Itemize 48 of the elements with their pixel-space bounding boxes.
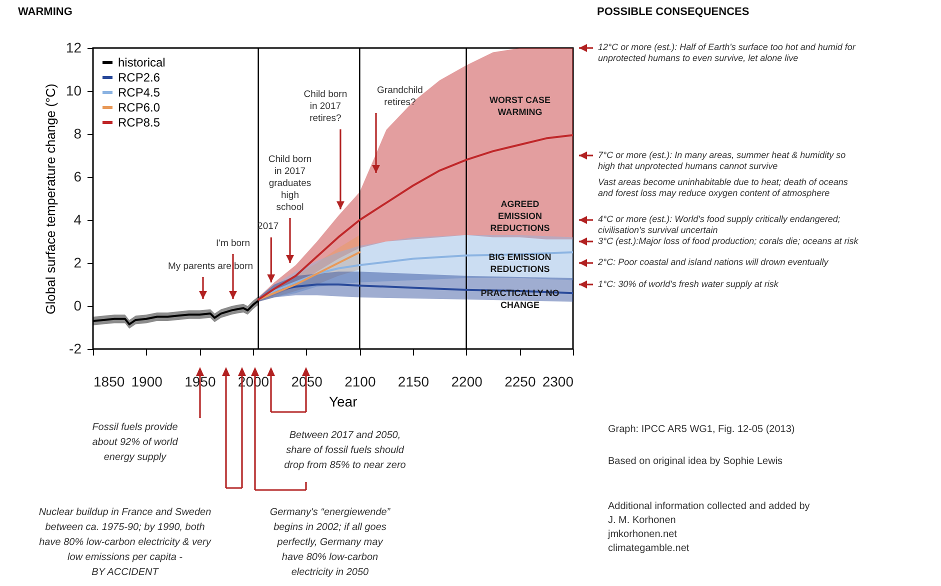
y-tick-label: 6 [74, 168, 82, 184]
legend-label: RCP8.5 [118, 116, 160, 130]
x-tick-label: 1850 [94, 374, 125, 390]
text: Additional information collected and added by J. M. Korhonen jmkorhonen.net climategamble.net [608, 500, 810, 556]
annotation: My parents are born [168, 261, 254, 273]
y-tick-label: 4 [74, 212, 82, 228]
text: 12°C or more (est.): Half of Earth's surface too hot and humid for unprotected humans to even survive, let alone live [598, 42, 856, 64]
chart-title: WARMING [18, 6, 72, 18]
text: Fossil fuels provide about 92% of world energy supply [91, 421, 179, 465]
text: 2°C: Poor coastal and island nations will drown eventually [598, 257, 828, 268]
y-tick-label: 0 [74, 298, 82, 314]
x-axis-title: Year [328, 394, 358, 410]
x-tick-label: 1900 [131, 374, 163, 390]
text: 7°C or more (est.): In many areas, summer heat & humidity so high that unprotected humans cannot survive [598, 150, 846, 172]
line-series [257, 251, 361, 301]
text: 3°C (est.):Major loss of food production; corals die; oceans at risk [598, 236, 858, 246]
text: 4°C or more (est.): World's food supply critically endangered; civilisation's survival uncertain [598, 214, 840, 236]
x-tick-label: 2100 [344, 374, 376, 390]
text: Vast areas become uninhabitable due to heat; death of oceans and forest loss may reduce oxygen content of atmosphere [598, 176, 848, 198]
text: Nuclear buildup in France and Sweden between ca. 1975-90; by 1990, both have 80% low-carbon electricity & very low emissions per capita - BY ACCIDENT [38, 506, 212, 580]
x-tick-label: 2150 [398, 374, 430, 390]
y-tick-label: 12 [66, 40, 82, 56]
y-tick-label: -2 [69, 340, 82, 356]
text: Graph: IPCC AR5 WG1, Fig. 12-05 (2013) [608, 423, 795, 437]
annotation: AGREED EMISSION REDUCTIONS [489, 198, 551, 234]
line-series [257, 134, 573, 301]
annotation: BIG EMISSION REDUCTIONS [488, 251, 552, 275]
y-tick-label: 10 [66, 82, 82, 98]
y-tick-label: 2 [74, 254, 82, 270]
text: Germany's “energiewende” begins in 2002; if all goes perfectly, Germany may have 80% low-carbon electricity in 2050 [268, 506, 392, 580]
y-axis-title: Global surface temperature change (°C) [42, 84, 58, 314]
annotation: WORST CASE WARMING [488, 94, 552, 118]
annotation: Child born in 2017 retires? [302, 89, 348, 126]
annotation: Grandchild retires? [376, 85, 424, 109]
text: POSSIBLE CONSEQUENCES [597, 6, 750, 18]
legend-label: historical [118, 56, 166, 70]
legend-label: RCP4.5 [118, 86, 160, 100]
text: Based on original idea by Sophie Lewis [608, 455, 783, 469]
x-tick-label: 2200 [451, 374, 483, 390]
text: Between 2017 and 2050, share of fossil fuels should drop from 85% to near zero [283, 429, 407, 473]
legend-label: RCP6.0 [118, 100, 160, 114]
legend-label: RCP2.6 [118, 70, 160, 84]
x-tick-label: 2250 [504, 374, 536, 390]
text: 1°C: 30% of world's fresh water supply at risk [598, 278, 778, 290]
annotation: Child born in 2017 graduates high school [267, 154, 313, 214]
annotation: I'm born [214, 238, 252, 250]
y-tick-label: 8 [74, 126, 82, 142]
x-tick-label: 2300 [542, 374, 574, 390]
